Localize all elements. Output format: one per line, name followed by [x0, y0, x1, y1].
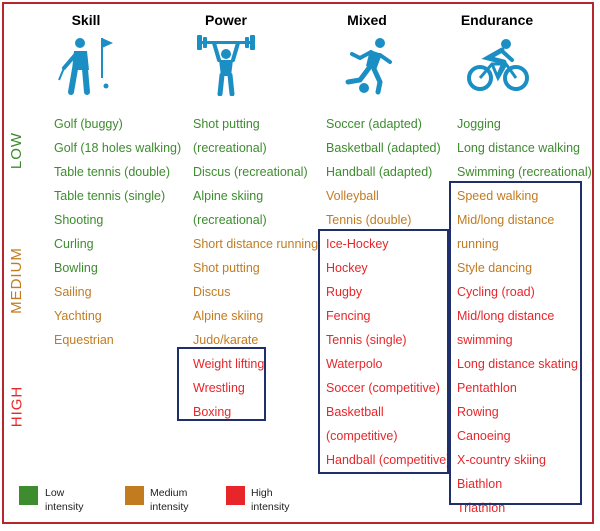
figure-frame — [2, 2, 594, 524]
legend-label-low: Low intensity — [45, 487, 84, 513]
legend-swatch-low — [19, 486, 38, 505]
power-sport-item: Boxing — [193, 405, 232, 419]
power-sport-item: Shot putting — [193, 261, 260, 275]
cyclist-icon — [467, 39, 529, 91]
endurance-sport-item: Long distance skating — [457, 357, 578, 371]
header-skill: Skill — [71, 12, 101, 28]
soccer-player-icon — [345, 38, 392, 95]
power-sport-item: (recreational) — [193, 141, 267, 155]
level-high: HIGH — [8, 385, 26, 428]
mixed-sport-item: Ice-Hockey — [326, 237, 389, 251]
endurance-sport-item: Jogging — [457, 117, 501, 131]
legend-label-high: High intensity — [251, 487, 290, 513]
endurance-sport-item: running — [457, 237, 499, 251]
mixed-sport-item: Fencing — [326, 309, 371, 323]
mixed-sport-item: Basketball (adapted) — [326, 141, 441, 155]
legend-swatch-high — [226, 486, 245, 505]
endurance-sport-item: X-country skiing — [457, 453, 546, 467]
endurance-sport-item: Long distance walking — [457, 141, 580, 155]
endurance-highlight-box — [449, 181, 582, 505]
header-power: Power — [204, 12, 247, 28]
power-high-box — [177, 347, 266, 421]
power-sport-item: Weight lifting — [193, 357, 265, 371]
power-sport-item: Shot putting — [193, 117, 260, 131]
level-medium: MEDIUM — [7, 247, 25, 314]
mixed-sport-item: Waterpolo — [326, 357, 383, 371]
mixed-sport-item: Soccer (adapted) — [326, 117, 422, 131]
mixed-sport-item: Handball (adapted) — [326, 165, 433, 179]
level-low: LOW — [8, 131, 26, 170]
endurance-sport-item: swimming — [457, 333, 513, 347]
skill-sport-item: Bowling — [54, 261, 98, 275]
header-mixed: Mixed — [347, 12, 387, 28]
power-sport-item: (recreational) — [193, 213, 267, 227]
legend-swatch-medium — [125, 486, 144, 505]
mixed-sport-item: Tennis (double) — [326, 213, 412, 227]
weightlifter-icon — [197, 35, 255, 96]
mixed-sport-item: Hockey — [326, 261, 368, 275]
endurance-sport-item: Mid/long distance — [457, 213, 555, 227]
skill-sport-item: Table tennis (double) — [54, 165, 171, 179]
power-sport-item: Alpine skiing — [193, 189, 264, 203]
endurance-sport-item: Cycling (road) — [457, 285, 535, 299]
mixed-sport-item: Soccer (competitive) — [326, 381, 440, 395]
mixed-sport-item: Volleyball — [326, 189, 379, 203]
legend-label-medium: Medium intensity — [150, 487, 189, 513]
skill-sport-item: Golf (18 holes walking) — [54, 141, 182, 155]
endurance-sport-item: Speed walking — [457, 189, 539, 203]
endurance-sport-item: Style dancing — [457, 261, 533, 275]
skill-sport-item: Table tennis (single) — [54, 189, 166, 203]
power-sport-item: Judo/karate — [193, 333, 259, 347]
power-sport-item: Discus (recreational) — [193, 165, 308, 179]
mixed-sport-item: (competitive) — [326, 429, 398, 443]
skill-sport-item: Curling — [54, 237, 94, 251]
power-sport-item: Alpine skiing — [193, 309, 264, 323]
endurance-sport-item: Rowing — [457, 405, 499, 419]
skill-sport-item: Equestrian — [54, 333, 114, 347]
mixed-high-box — [318, 229, 449, 474]
power-sport-item: Discus — [193, 285, 231, 299]
endurance-sport-item: Pentathlon — [457, 381, 517, 395]
skill-sport-item: Shooting — [54, 213, 104, 227]
power-sport-item: Wrestling — [193, 381, 245, 395]
endurance-sport-item: Canoeing — [457, 429, 511, 443]
skill-sport-item: Golf (buggy) — [54, 117, 123, 131]
mixed-sport-item: Handball (competitive) — [326, 453, 451, 467]
mixed-sport-item: Basketball — [326, 405, 384, 419]
golfer-icon — [58, 38, 113, 95]
power-sport-item: Short distance running — [193, 237, 319, 251]
mixed-sport-item: Rugby — [326, 285, 363, 299]
endurance-sport-item: Swimming (recreational) — [457, 165, 592, 179]
skill-sport-item: Yachting — [54, 309, 102, 323]
header-endurance: Endurance — [460, 12, 534, 28]
mixed-sport-item: Tennis (single) — [326, 333, 407, 347]
skill-sport-item: Sailing — [54, 285, 92, 299]
endurance-sport-item: Biathlon — [457, 477, 503, 491]
endurance-sport-item: Mid/long distance — [457, 309, 555, 323]
